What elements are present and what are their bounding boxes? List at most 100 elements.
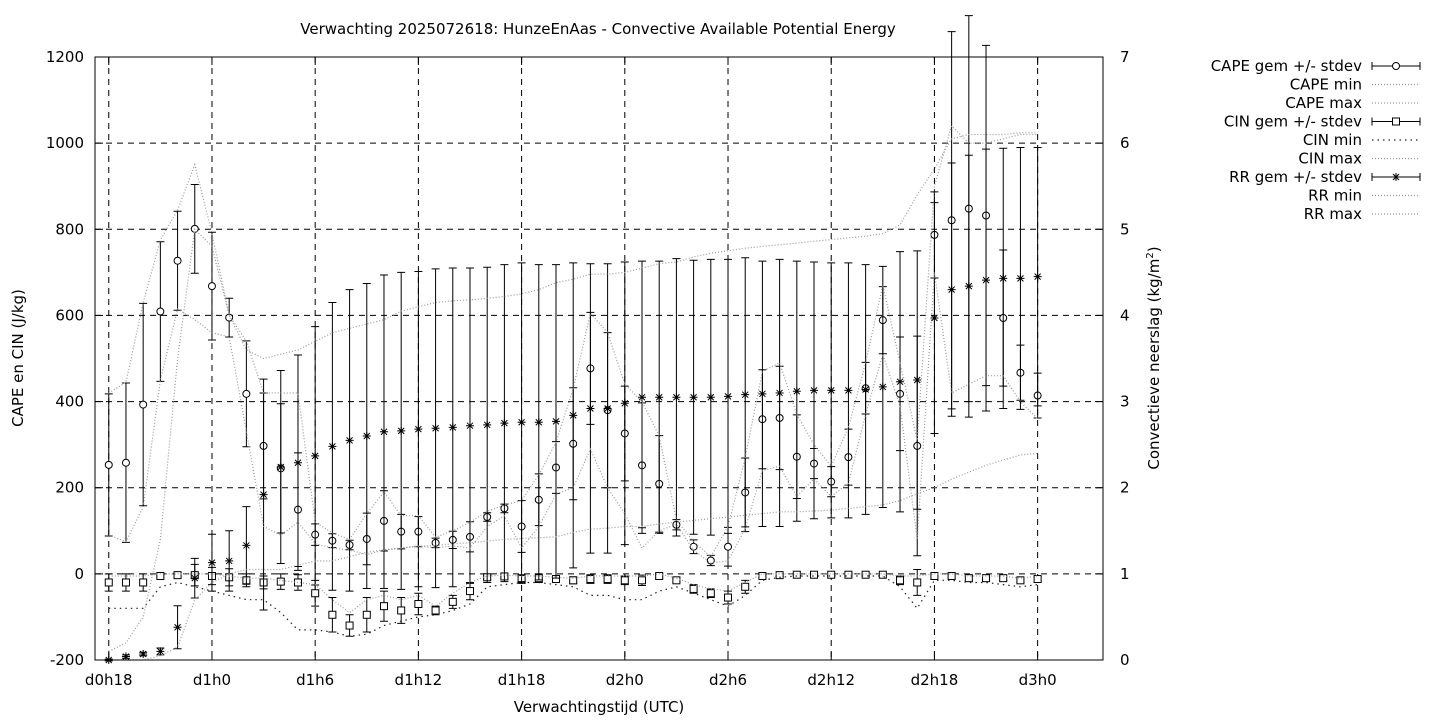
cin-min-line — [108, 575, 1038, 637]
rr-gem-stdev-point — [139, 649, 148, 658]
cin-gem-stdev-point — [603, 575, 612, 584]
cape-max-line — [108, 124, 1038, 558]
rr-gem-stdev-point — [207, 558, 216, 567]
cin-gem-stdev-point — [861, 570, 870, 579]
cape-gem-stdev-point — [173, 256, 182, 265]
rr-gem-stdev-point — [414, 425, 423, 434]
cin-gem-stdev-point — [810, 570, 819, 579]
rr-gem-stdev-point — [930, 314, 939, 323]
cin-gem-stdev-point — [655, 572, 664, 581]
legend-marker — [1392, 173, 1400, 181]
y2-axis-label: Convectieve neerslag (kg/m2) — [1145, 246, 1163, 469]
y2-tick-label: 5 — [1120, 220, 1130, 238]
cape-gem-stdev-point — [139, 400, 148, 409]
cin-gem-stdev-point — [465, 587, 474, 596]
cin-gem-stdev-point — [104, 578, 113, 587]
cin-gem-stdev-point — [620, 576, 629, 585]
x-tick-label: d1h18 — [498, 671, 546, 689]
rr-gem-stdev-point — [706, 393, 715, 402]
series-cape-min — [108, 272, 1039, 564]
legend-marker — [1392, 117, 1400, 126]
plot-frame — [94, 56, 1104, 661]
y2-tick-label: 6 — [1120, 134, 1130, 152]
cin-gem-stdev-point — [775, 571, 784, 580]
rr-gem-stdev-point — [896, 377, 905, 386]
rr-gem-stdev-point — [861, 385, 870, 394]
rr-gem-stdev-point — [775, 388, 784, 397]
x-tick-label: d2h18 — [911, 671, 959, 689]
x-tick-label: d3h0 — [1019, 671, 1057, 689]
y-axis-label: CAPE en CIN (J/kg) — [9, 289, 27, 427]
rr-gem-stdev-point — [293, 458, 302, 467]
rr-gem-stdev-point — [311, 451, 320, 460]
rr-gem-stdev-point — [328, 442, 337, 451]
axes: d0h18 d1h0 d1h6 d1h12 d1h18 d2h0 d2h6 d2h12 d2h1… — [46, 48, 1130, 689]
cin-gem-stdev-point — [1016, 576, 1025, 585]
rr-gem-stdev-point — [517, 418, 526, 427]
rr-gem-stdev-point — [982, 276, 991, 285]
legend-label: RR gem +/- stdev — [1229, 168, 1362, 186]
legend-label: RR max — [1304, 205, 1362, 223]
rr-gem-stdev-point — [465, 421, 474, 430]
x-tick-label: d2h0 — [606, 671, 644, 689]
cin-gem-stdev-point — [758, 572, 767, 581]
y-tick-label: 600 — [55, 306, 84, 324]
legend-label: CIN max — [1298, 150, 1362, 168]
x-tick-label: d0h18 — [85, 671, 133, 689]
cin-gem-stdev-point — [328, 610, 337, 619]
x-tick-label: d1h12 — [395, 671, 443, 689]
legend-label: CAPE max — [1285, 94, 1362, 112]
cape-gem-stdev-point — [156, 307, 165, 316]
y2-axis-label-main: Convectieve neerslag (kg/m — [1145, 259, 1163, 470]
cin-gem-stdev-point — [397, 606, 406, 615]
cin-gem-stdev-point — [121, 578, 130, 587]
cin-gem-stdev-point — [414, 600, 423, 609]
rr-gem-stdev-point — [379, 427, 388, 436]
cin-gem-stdev-point — [930, 572, 939, 581]
legend-label: CIN min — [1303, 131, 1362, 149]
cape-gem-stdev-point — [706, 556, 715, 565]
legend-label: CIN gem +/- stdev — [1224, 113, 1362, 131]
rr-gem-stdev-point — [500, 419, 509, 428]
y2-tick-label: 1 — [1120, 565, 1130, 583]
cin-gem-stdev-point — [792, 570, 801, 579]
rr-gem-stdev-point — [655, 393, 664, 402]
y2-tick-label: 7 — [1120, 48, 1130, 66]
rr-gem-stdev-point — [431, 424, 440, 433]
rr-gem-stdev-point — [913, 376, 922, 385]
cape-gem-stdev-point — [121, 458, 130, 467]
rr-gem-stdev-point — [672, 393, 681, 402]
legend-label: CAPE gem +/- stdev — [1211, 57, 1362, 75]
cape-min-line — [108, 272, 1039, 564]
rr-gem-stdev-point — [362, 432, 371, 441]
rr-gem-stdev-point — [345, 436, 354, 445]
y-tick-label: 800 — [55, 220, 84, 238]
rr-gem-stdev-point — [758, 389, 767, 398]
cin-gem-stdev-point — [947, 572, 956, 581]
rr-gem-stdev-point — [242, 541, 251, 550]
rr-gem-stdev-point — [586, 404, 595, 413]
rr-gem-stdev-point — [397, 426, 406, 435]
cin-gem-stdev-point — [982, 574, 991, 583]
rr-gem-stdev-point — [569, 411, 578, 420]
chart-title: Verwachting 2025072618: HunzeEnAas - Con… — [300, 20, 896, 38]
x-tick-label: d2h12 — [807, 671, 855, 689]
rr-gem-stdev-point — [603, 404, 612, 413]
series-cin-max — [108, 573, 1038, 614]
cape-gem-stdev-point — [225, 313, 234, 322]
y-tick-label: 0 — [74, 565, 84, 583]
rr-gem-stdev-point — [964, 282, 973, 291]
rr-gem-stdev-point — [448, 423, 457, 432]
y2-tick-label: 2 — [1120, 479, 1130, 497]
cin-gem-stdev-point — [431, 606, 440, 615]
cin-gem-stdev-point — [311, 589, 320, 598]
series-cin-gem-stdev — [104, 563, 1042, 637]
cin-gem-stdev-point — [964, 574, 973, 583]
legend-label: CAPE min — [1290, 76, 1362, 94]
series-layer — [104, 15, 1042, 664]
cin-gem-stdev-point — [706, 589, 715, 598]
rr-gem-stdev-point — [844, 386, 853, 395]
rr-gem-stdev-point — [878, 382, 887, 391]
cin-gem-stdev-point — [362, 610, 371, 619]
